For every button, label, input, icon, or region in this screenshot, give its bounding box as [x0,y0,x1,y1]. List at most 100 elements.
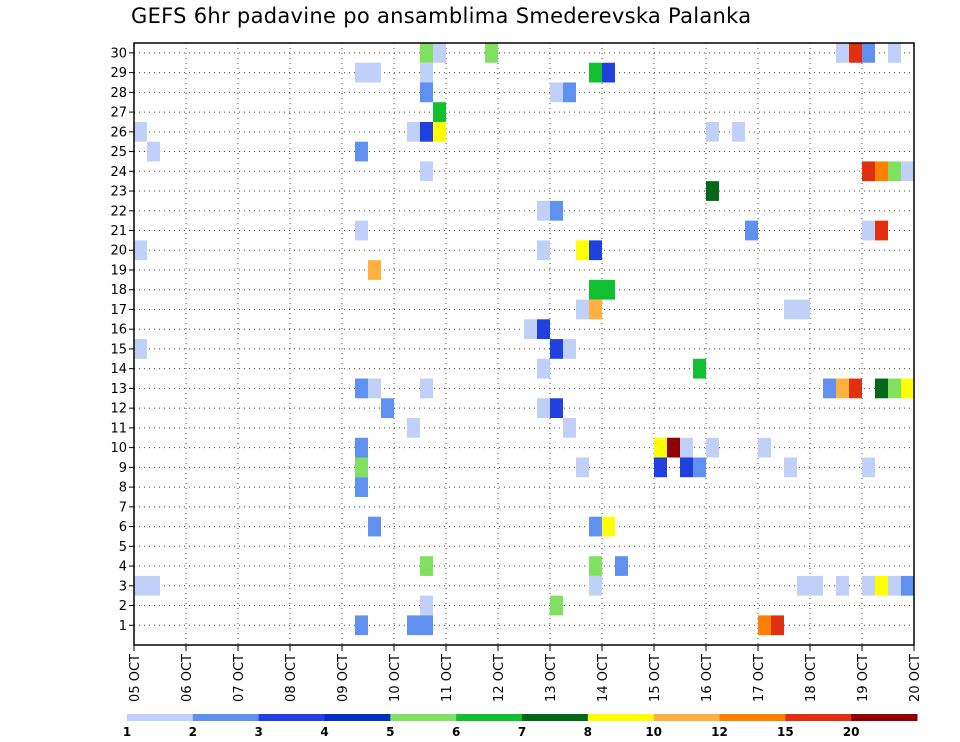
precip-cell [680,457,693,478]
colorbar-swatch [851,714,918,721]
x-tick-label: 14 OCT [596,654,611,702]
precip-cell [355,437,368,458]
precip-cell [550,339,563,359]
precip-cell [589,556,602,576]
colorbar-label: 10 [645,725,662,739]
y-tick-label: 15 [110,342,127,357]
precip-cell [875,378,888,399]
x-tick-label: 08 OCT [284,654,299,702]
x-tick-label: 12 OCT [492,654,507,702]
precip-cell [875,575,888,596]
precip-cell [654,437,667,458]
precip-cell [563,339,576,359]
y-tick-label: 25 [110,145,127,160]
precip-cell [134,121,147,142]
y-tick-label: 8 [119,481,127,496]
y-tick-label: 14 [110,362,127,377]
precip-cell [433,43,446,63]
precip-cell [368,260,381,280]
precip-cell [368,378,381,399]
precip-cell [732,121,745,142]
x-tick-label: 07 OCT [232,654,247,702]
colorbar-label: 7 [518,725,526,739]
y-tick-label: 3 [119,579,127,594]
x-tick-label: 05 OCT [128,654,143,702]
precip-cell [693,358,706,379]
precip-cell [420,556,433,576]
precip-cell [420,615,433,636]
precip-cell [810,575,823,596]
precip-cell [836,378,849,399]
y-tick-label: 2 [119,599,127,614]
y-tick-label: 28 [110,86,127,101]
chart-title: GEFS 6hr padavine po ansamblima Smederev… [131,4,752,28]
precip-cell [888,43,901,63]
precip-cell [524,319,537,340]
colorbar-label: 12 [711,725,728,739]
colorbar-swatch [785,714,852,721]
precip-cell [823,378,836,399]
y-tick-label: 23 [110,185,127,200]
precip-cell [407,418,420,438]
colorbar-swatch [324,714,391,721]
y-tick-label: 13 [110,382,127,397]
precip-cell [888,378,901,399]
x-tick-label: 18 OCT [804,654,819,702]
colorbar-label: 5 [386,725,394,739]
y-tick-label: 27 [110,106,127,121]
precip-cell [355,220,368,241]
y-tick-label: 10 [110,441,127,456]
x-tick-label: 10 OCT [388,654,403,702]
precip-cell [550,82,563,103]
colorbar-swatch [127,714,194,721]
precip-cell [147,141,160,162]
precip-cell [134,240,147,261]
precip-cell [706,437,719,458]
x-tick-label: 20 OCT [908,654,923,702]
precip-cell [849,43,862,63]
y-tick-label: 29 [110,66,127,81]
colorbar-swatch [587,714,655,721]
colorbar-legend: 1 2 3 4 5 6 7 8 10 12 15 20 [123,714,918,739]
colorbar-swatch [653,714,720,721]
precip-cell [147,575,160,596]
precip-cell [862,457,875,478]
precip-cell [862,43,875,63]
x-tick-label: 06 OCT [180,654,195,702]
precip-cell [849,378,862,399]
precip-cell [420,82,433,103]
precip-cell [901,378,914,399]
precip-cell [771,615,784,636]
precip-cell [537,200,550,221]
y-tick-label: 20 [110,244,127,259]
y-tick-label: 18 [110,283,127,298]
y-tick-label: 11 [110,421,127,436]
precip-cell [888,575,901,596]
precip-cell [407,615,420,636]
x-tick-label: 13 OCT [544,654,559,702]
x-tick-label: 19 OCT [856,654,871,702]
precip-cell [355,141,368,162]
precip-cell [706,181,719,201]
y-tick-label: 7 [119,500,127,515]
y-tick-label: 12 [110,402,127,417]
precip-cell [875,220,888,241]
y-tick-label: 17 [110,303,127,318]
precip-cell [862,575,875,596]
precip-cell [784,299,797,320]
precip-cell [368,62,381,83]
precip-cell [706,121,719,142]
precip-cell [797,299,810,320]
colorbar-label: 3 [254,725,262,739]
precip-cell [680,437,693,458]
precip-cell [485,43,498,63]
precip-cell [134,339,147,359]
precip-cell [745,220,758,241]
precip-cell [797,575,810,596]
precip-cell [550,200,563,221]
colorbar-label: 20 [843,725,860,739]
y-tick-label: 30 [110,46,127,61]
precip-cell [602,62,615,83]
precip-cell [537,358,550,379]
precip-cell [355,62,368,83]
